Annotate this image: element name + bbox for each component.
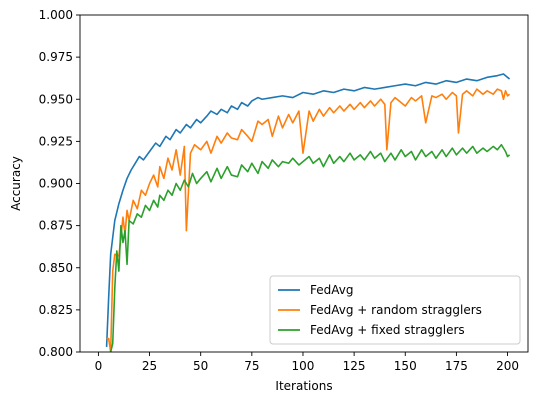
x-tick-label: 50 <box>193 359 208 373</box>
series-group <box>105 73 511 352</box>
x-tick-label: 150 <box>394 359 417 373</box>
x-tick-label: 100 <box>292 359 315 373</box>
y-tick-label: 0.975 <box>39 50 73 64</box>
series-line-2 <box>106 88 511 352</box>
x-tick-label: 0 <box>95 359 103 373</box>
x-tick-label: 175 <box>445 359 468 373</box>
y-tick-label: 0.950 <box>39 92 73 106</box>
x-tick-label: 25 <box>142 359 157 373</box>
y-tick-label: 1.000 <box>39 8 73 22</box>
y-tick-label: 0.925 <box>39 134 73 148</box>
x-tick-label: 125 <box>343 359 366 373</box>
x-tick-label: 200 <box>496 359 519 373</box>
y-tick-label: 0.825 <box>39 303 73 317</box>
legend-label-1: FedAvg <box>310 283 353 297</box>
x-axis-label: Iterations <box>275 379 332 393</box>
y-tick-label: 0.900 <box>39 177 73 191</box>
y-axis-label: Accuracy <box>9 156 23 211</box>
series-line-1 <box>105 73 511 347</box>
legend-box <box>269 275 521 345</box>
x-tick-label: 75 <box>244 359 259 373</box>
legend-label-3: FedAvg + fixed stragglers <box>310 323 465 337</box>
y-tick-label: 0.850 <box>39 261 73 275</box>
legend-label-2: FedAvg + random stragglers <box>310 303 482 317</box>
legend: FedAvg FedAvg + random stragglers FedAvg +… <box>269 275 521 345</box>
y-tick-label: 0.875 <box>39 219 73 233</box>
y-tick-label: 0.800 <box>39 345 73 359</box>
series-line-3 <box>109 143 511 352</box>
